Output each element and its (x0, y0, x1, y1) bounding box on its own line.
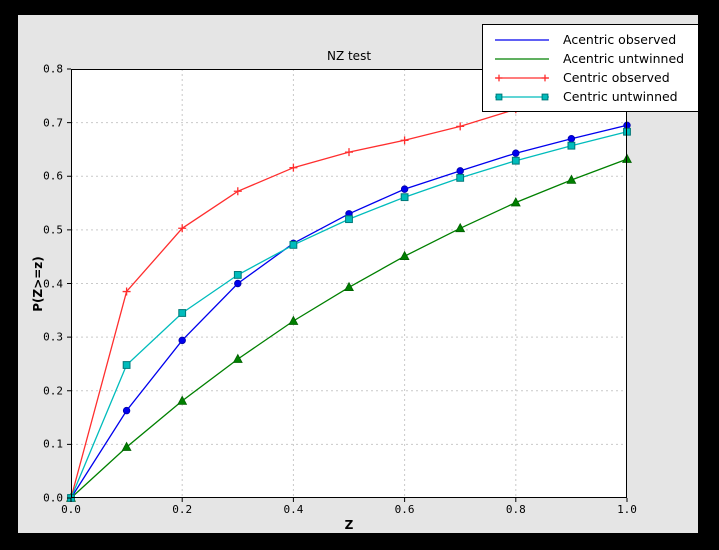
y-tick-label: 0.5 (43, 223, 63, 237)
y-tick-label: 0.3 (43, 330, 63, 344)
x-tick-label: 0.8 (505, 503, 526, 516)
y-tick-label: 0.2 (43, 384, 63, 398)
x-tick-label: 0.6 (394, 503, 415, 516)
legend: Acentric observed Acentric untwinned Cen… (482, 24, 699, 112)
legend-item: Centric observed (493, 68, 692, 87)
y-tick-label: 0.8 (43, 62, 63, 76)
legend-line-sample (495, 93, 549, 100)
legend-line-sample (495, 38, 549, 41)
x-tick-label: 0.2 (172, 503, 193, 516)
y-tick-label: 0.1 (43, 437, 63, 451)
legend-label: Acentric observed (563, 32, 677, 47)
x-tick-label: 0.4 (283, 503, 304, 516)
legend-line-sample (495, 74, 549, 81)
legend-item: Centric untwinned (493, 87, 692, 106)
y-axis-label: P(Z>=z) (31, 256, 45, 312)
y-tick-label: 0.7 (43, 116, 63, 130)
figure-canvas: NZ test 0.0 0.2 0.4 0.6 0.8 1.0 0.0 0.1 0.2 0.3 0… (18, 15, 699, 533)
chart-title: NZ test (326, 49, 372, 63)
legend-item: Acentric observed (493, 30, 692, 49)
y-tick-label: 0.0 (43, 491, 63, 505)
legend-label: Centric observed (563, 70, 670, 85)
plot-svg (66, 68, 632, 502)
x-tick-label: 0.0 (61, 503, 81, 516)
legend-label: Centric untwinned (563, 89, 678, 104)
plot-area (66, 68, 632, 502)
legend-label: Acentric untwinned (563, 51, 685, 66)
x-tick-label: 1.0 (617, 503, 637, 516)
legend-item: Acentric untwinned (493, 49, 692, 68)
x-axis-label: Z (344, 518, 354, 532)
y-tick-label: 0.4 (43, 277, 63, 290)
legend-line-sample (495, 57, 549, 60)
y-tick-label: 0.6 (43, 169, 63, 183)
